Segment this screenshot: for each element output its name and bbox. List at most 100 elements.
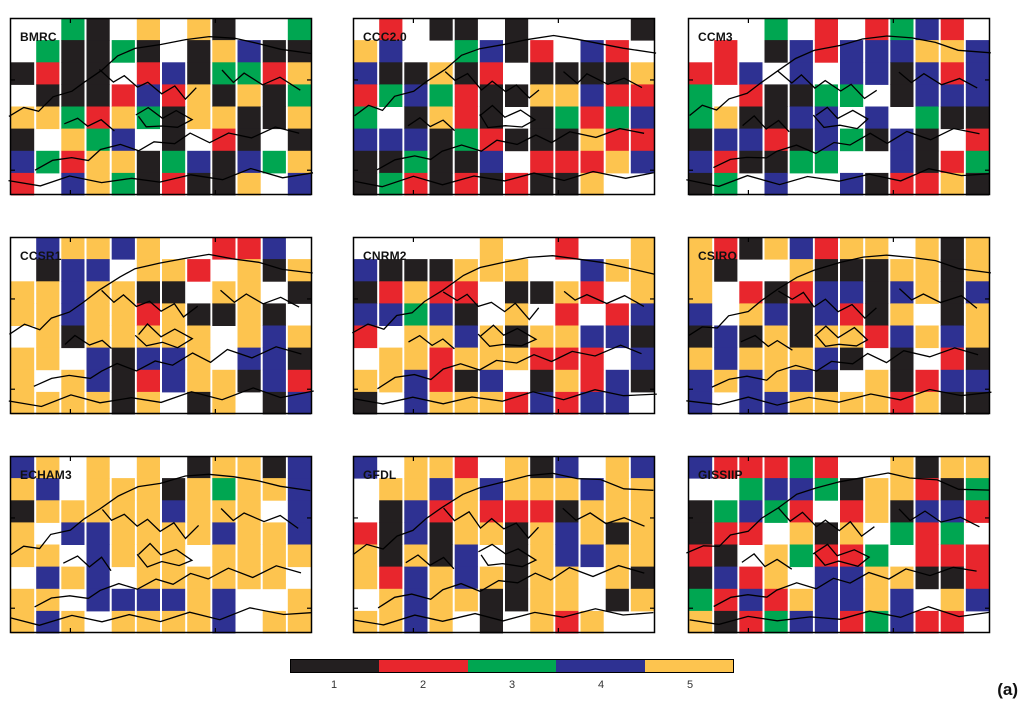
- grid-cell-class-4: [287, 522, 311, 545]
- grid-cell-class-3: [865, 544, 889, 568]
- grid-cell-class-1: [187, 62, 211, 85]
- coastline-line: [352, 472, 654, 556]
- grid-cell-class-2: [915, 369, 939, 393]
- grid-cell-class-5: [479, 391, 503, 415]
- grid-cell-class-5: [505, 456, 529, 479]
- grid-cell-class-1: [136, 172, 160, 196]
- coastline-line: [778, 290, 877, 320]
- grid-cell-class-1: [429, 522, 453, 545]
- grid-cell-class-1: [11, 62, 35, 85]
- grid-cell-class-4: [940, 84, 964, 107]
- grid-cell-class-4: [814, 281, 838, 304]
- panel-title: GISSIIP: [698, 468, 743, 482]
- coastline-line: [220, 289, 300, 308]
- grid-cell-class-4: [162, 500, 186, 523]
- coastline-line: [814, 325, 869, 347]
- grid-cell-class-1: [136, 40, 160, 63]
- grid-cell-class-2: [479, 62, 503, 85]
- grid-cell-class-5: [262, 544, 286, 568]
- coastline-line: [742, 115, 790, 133]
- map-frame: [9, 17, 313, 196]
- grid-cell-class-5: [479, 522, 503, 545]
- coastline-line: [689, 606, 990, 626]
- grid-cell-class-1: [555, 172, 579, 196]
- grid-cell-class-3: [287, 84, 311, 107]
- grid-cell-class-4: [262, 237, 286, 260]
- grid-cell-class-1: [187, 40, 211, 63]
- grid-cell-class-2: [840, 544, 864, 568]
- grid-cell-class-4: [714, 347, 738, 371]
- grid-cell-class-5: [865, 391, 889, 415]
- coastline-line: [101, 509, 200, 540]
- grid-cell-class-4: [865, 40, 889, 63]
- grid-cell-class-5: [36, 456, 60, 479]
- grid-cell-class-4: [237, 40, 261, 63]
- grid-cell-class-1: [262, 84, 286, 107]
- grid-cell-class-5: [11, 544, 35, 568]
- grid-cell-class-4: [689, 303, 713, 326]
- grid-cell-class-2: [940, 18, 964, 41]
- grid-cell-class-2: [187, 259, 211, 282]
- grid-cell-class-1: [605, 62, 629, 85]
- grid-cell-class-5: [739, 303, 763, 326]
- grid-cell-class-4: [404, 610, 428, 634]
- grid-cell-class-1: [162, 128, 186, 152]
- grid-cell-class-5: [354, 566, 378, 590]
- grid-cell-class-2: [605, 84, 629, 107]
- grid-cell-class-3: [454, 128, 478, 152]
- grid-cell-class-1: [11, 500, 35, 523]
- grid-cell-class-5: [212, 566, 236, 590]
- grid-cell-class-4: [840, 588, 864, 612]
- grid-cell-class-1: [739, 150, 763, 174]
- grid-cell-class-2: [136, 303, 160, 326]
- grid-cell-class-1: [212, 150, 236, 174]
- coastline-line: [34, 565, 302, 608]
- grid-cell-class-5: [187, 347, 211, 371]
- coastline-line: [134, 323, 194, 349]
- grid-cell-class-2: [814, 544, 838, 568]
- coastline-line: [898, 288, 978, 309]
- grid-cell-class-4: [61, 259, 85, 282]
- grid-cell-class-5: [530, 566, 554, 590]
- grid-cell-class-1: [940, 106, 964, 130]
- grid-cell-class-5: [454, 259, 478, 282]
- grid-cell-class-4: [379, 40, 403, 63]
- coastline-line: [686, 168, 991, 188]
- grid-cell-class-1: [530, 106, 554, 130]
- grid-cell-class-5: [915, 40, 939, 63]
- grid-cell-class-1: [429, 259, 453, 282]
- grid-cell-class-5: [187, 478, 211, 501]
- grid-cell-class-5: [429, 588, 453, 612]
- grid-cell-class-5: [262, 522, 286, 545]
- grid-cell-class-2: [61, 150, 85, 174]
- grid-cell-class-3: [840, 128, 864, 152]
- grid-cell-class-2: [915, 522, 939, 545]
- grid-cell-class-2: [630, 84, 654, 107]
- grid-cell-class-5: [111, 478, 135, 501]
- grid-cell-class-4: [287, 172, 311, 196]
- grid-cell-class-2: [739, 281, 763, 304]
- grid-cell-class-4: [789, 40, 813, 63]
- grid-cell-class-1: [814, 259, 838, 282]
- grid-cell-class-2: [714, 40, 738, 63]
- grid-cell-class-2: [354, 522, 378, 545]
- grid-cell-class-4: [580, 391, 604, 415]
- grid-cell-class-5: [354, 40, 378, 63]
- grid-cell-class-5: [237, 478, 261, 501]
- grid-cell-class-5: [965, 456, 989, 479]
- grid-cell-class-5: [212, 456, 236, 479]
- grid-cell-class-3: [689, 84, 713, 107]
- grid-cell-class-1: [379, 522, 403, 545]
- grid-cell-class-5: [61, 128, 85, 152]
- grid-cell-class-5: [915, 325, 939, 349]
- grid-cell-class-4: [890, 325, 914, 349]
- grid-cell-class-5: [287, 150, 311, 174]
- coastline-line: [776, 70, 878, 100]
- grid-cell-class-5: [162, 522, 186, 545]
- grid-cell-class-1: [814, 522, 838, 545]
- grid-cell-class-5: [237, 84, 261, 107]
- grid-cell-class-5: [237, 500, 261, 523]
- grid-cell-class-3: [162, 150, 186, 174]
- grid-cell-class-1: [789, 325, 813, 349]
- grid-cell-class-5: [262, 610, 286, 634]
